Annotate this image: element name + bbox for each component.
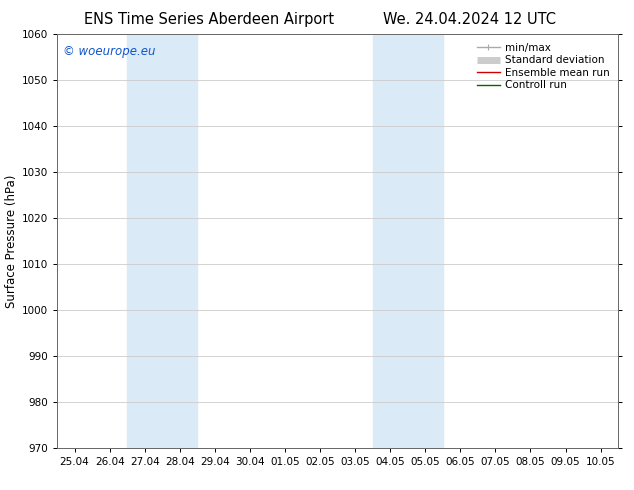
Text: ENS Time Series Aberdeen Airport: ENS Time Series Aberdeen Airport (84, 12, 334, 27)
Bar (373, 34, 443, 448)
Text: © woeurope.eu: © woeurope.eu (63, 45, 155, 58)
Legend: min/max, Standard deviation, Ensemble mean run, Controll run: min/max, Standard deviation, Ensemble me… (474, 40, 613, 94)
Text: We. 24.04.2024 12 UTC: We. 24.04.2024 12 UTC (383, 12, 555, 27)
Bar (127, 34, 197, 448)
Y-axis label: Surface Pressure (hPa): Surface Pressure (hPa) (4, 174, 18, 308)
